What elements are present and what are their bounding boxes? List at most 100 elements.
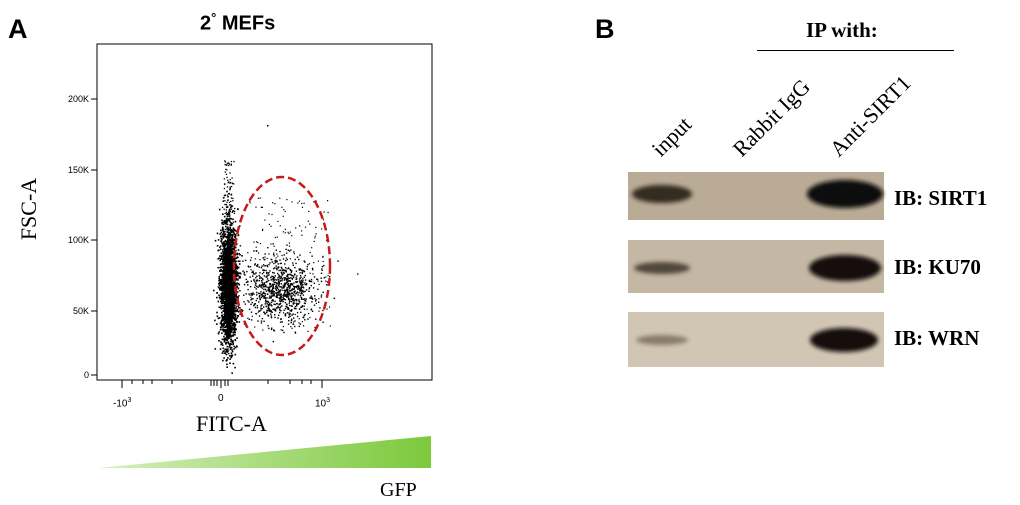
- scatter-dot: [325, 280, 327, 282]
- scatter-dot: [229, 344, 231, 347]
- scatter-dot: [272, 290, 275, 292]
- scatter-dot: [267, 125, 269, 127]
- scatter-dot: [288, 273, 290, 275]
- scatter-dot: [230, 273, 233, 276]
- scatter-dot: [227, 341, 230, 343]
- scatter-dot: [229, 289, 231, 291]
- scatter-dot: [271, 292, 274, 294]
- scatter-dot: [276, 253, 278, 255]
- scatter-dot: [229, 181, 232, 184]
- scatter-dot: [229, 348, 232, 351]
- panel-a-letter: A: [8, 14, 28, 44]
- scatter-dot: [263, 286, 265, 288]
- scatter-dot: [255, 272, 257, 274]
- scatter-dot: [228, 289, 230, 292]
- scatter-dot: [254, 258, 256, 260]
- scatter-dot: [247, 284, 249, 286]
- scatter-dot: [229, 248, 231, 250]
- scatter-dot: [224, 311, 226, 314]
- scatter-dot: [296, 311, 299, 314]
- y-tick-50k: 50K: [73, 306, 89, 316]
- scatter-dot: [298, 200, 301, 202]
- scatter-dot: [235, 257, 238, 259]
- scatter-dot: [231, 244, 233, 246]
- scatter-dot: [232, 323, 234, 326]
- scatter-dot: [232, 340, 234, 342]
- scatter-dot: [234, 315, 236, 318]
- scatter-dot: [284, 290, 286, 292]
- scatter-dot: [305, 298, 307, 300]
- scatter-dot: [307, 330, 309, 332]
- scatter-dot: [281, 278, 284, 280]
- scatter-dot: [260, 322, 263, 324]
- scatter-dot: [223, 267, 225, 270]
- scatter-dot: [221, 251, 224, 253]
- scatter-dot: [221, 283, 224, 285]
- scatter-dot: [230, 287, 232, 289]
- scatter-dot: [223, 275, 225, 277]
- scatter-dot: [226, 309, 228, 311]
- scatter-dot: [230, 328, 233, 331]
- scatter-dot: [267, 307, 269, 309]
- scatter-dot: [284, 278, 286, 281]
- scatter-dot: [277, 255, 279, 257]
- scatter-dot: [229, 257, 232, 260]
- scatter-dot: [284, 210, 286, 213]
- scatter-dot: [227, 274, 229, 277]
- scatter-dot: [229, 305, 232, 307]
- scatter-dot: [229, 252, 231, 254]
- scatter-dot: [220, 237, 223, 240]
- scatter-dot: [242, 270, 244, 272]
- scatter-dot: [270, 292, 272, 295]
- scatter-dot: [223, 324, 225, 326]
- scatter-dot: [229, 271, 232, 274]
- scatter-dot: [282, 296, 284, 299]
- scatter-dot: [286, 268, 288, 270]
- scatter-dot: [292, 303, 295, 305]
- scatter-dot: [248, 301, 250, 303]
- scatter-dot: [229, 217, 231, 220]
- scatter-dot: [268, 279, 270, 282]
- scatter-dot: [226, 363, 228, 366]
- scatter-dot: [222, 281, 224, 284]
- scatter-dot: [313, 262, 315, 264]
- scatter-dot: [226, 322, 229, 324]
- scatter-dot: [258, 252, 260, 254]
- scatter-dot: [223, 243, 226, 246]
- scatter-dot: [253, 279, 255, 282]
- scatter-dot: [236, 256, 238, 258]
- scatter-dot: [267, 300, 269, 303]
- scatter-dot: [279, 307, 281, 309]
- scatter-dot: [226, 229, 229, 231]
- scatter-dot: [298, 298, 300, 301]
- scatter-dot: [270, 316, 273, 319]
- scatter-dot: [268, 288, 270, 290]
- scatter-dot: [296, 302, 298, 304]
- scatter-dot: [268, 291, 271, 293]
- scatter-dot: [225, 330, 228, 333]
- scatter-dot: [321, 265, 324, 268]
- scatter-dot: [239, 276, 241, 279]
- scatter-dot: [230, 303, 232, 305]
- scatter-dot: [236, 310, 239, 312]
- scatter-dot: [291, 295, 293, 297]
- scatter-dot: [227, 350, 229, 352]
- scatter-dot: [277, 290, 280, 293]
- scatter-dot: [235, 318, 237, 320]
- scatter-dot: [292, 264, 294, 266]
- scatter-dot: [289, 300, 291, 303]
- scatter-dot: [232, 299, 235, 301]
- scatter-dot: [218, 284, 221, 287]
- scatter-dot: [228, 270, 231, 273]
- scatter-dot: [238, 263, 241, 265]
- scatter-dot: [287, 286, 290, 288]
- scatter-dot: [226, 163, 228, 165]
- scatter-dot: [294, 313, 296, 316]
- scatter-dot: [225, 313, 228, 315]
- x-tick-pos-exp: 3: [326, 397, 331, 404]
- scatter-dot: [275, 282, 278, 284]
- scatter-dot: [253, 278, 255, 281]
- scatter-dot: [230, 222, 232, 225]
- scatter-dot: [289, 273, 291, 276]
- scatter-dot: [318, 283, 320, 285]
